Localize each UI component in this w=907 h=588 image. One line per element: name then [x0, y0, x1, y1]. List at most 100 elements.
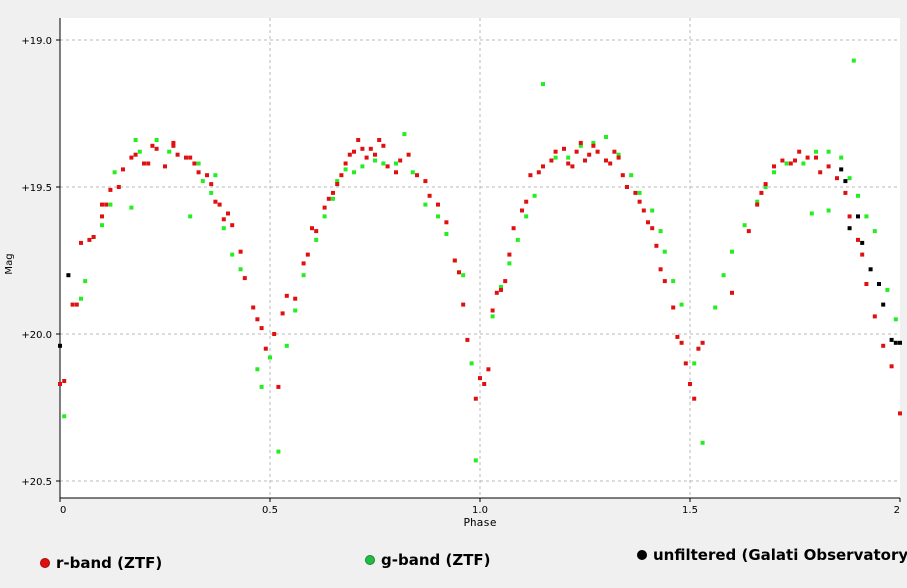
- data-point-r-band: [549, 158, 554, 163]
- data-point-r-band: [591, 143, 596, 148]
- x-axis-label: Phase: [463, 516, 496, 529]
- data-point-g-band: [763, 185, 768, 189]
- data-point-g-band: [851, 58, 856, 63]
- data-point-r-band: [263, 346, 268, 351]
- data-point-r-band: [856, 237, 860, 242]
- gridlines: [60, 18, 900, 498]
- data-point-r-band: [620, 173, 625, 178]
- data-point-unfiltered: [860, 240, 865, 245]
- data-point-g-band: [394, 161, 398, 166]
- data-point-g-band: [335, 179, 340, 184]
- data-point-r-band: [486, 367, 491, 372]
- legend-label-g-band: g-band (ZTF): [381, 551, 491, 569]
- data-point-g-band: [839, 155, 844, 160]
- data-point-r-band: [213, 199, 218, 204]
- data-point-r-band: [251, 305, 256, 310]
- data-point-r-band: [171, 143, 176, 148]
- data-point-g-band: [293, 308, 298, 313]
- data-point-r-band: [843, 190, 848, 195]
- data-point-g-band: [856, 193, 860, 198]
- data-point-r-band: [356, 138, 361, 142]
- data-point-r-band: [864, 282, 869, 286]
- data-point-r-band: [452, 258, 457, 263]
- data-point-unfiltered: [868, 267, 873, 272]
- data-point-r-band: [759, 190, 764, 195]
- data-point-g-band: [402, 132, 407, 137]
- data-point-g-band: [490, 314, 495, 319]
- data-point-r-band: [646, 220, 650, 225]
- data-point-r-band: [793, 158, 797, 163]
- legend-marker-g-band: [365, 555, 375, 565]
- data-point-r-band: [507, 252, 512, 257]
- data-point-g-band: [314, 237, 319, 242]
- data-point-r-band: [62, 379, 67, 383]
- data-point-r-band: [175, 152, 180, 157]
- data-point-g-band: [662, 249, 667, 254]
- data-point-r-band: [583, 158, 587, 163]
- data-point-g-band: [772, 170, 776, 175]
- data-point-r-band: [847, 214, 852, 219]
- data-point-r-band: [730, 290, 734, 295]
- data-point-r-band: [280, 311, 285, 316]
- data-point-g-band: [604, 135, 608, 139]
- data-point-r-band: [129, 155, 134, 160]
- data-point-g-band: [692, 361, 697, 366]
- data-points: [58, 58, 902, 463]
- data-point-r-band: [108, 187, 113, 192]
- data-point-unfiltered: [881, 302, 886, 307]
- data-point-r-band: [881, 343, 886, 348]
- data-point-r-band: [217, 202, 222, 207]
- legend-marker-r-band: [40, 558, 50, 568]
- data-point-g-band: [444, 232, 449, 236]
- data-point-g-band: [826, 208, 831, 213]
- data-point-g-band: [79, 296, 83, 301]
- data-point-g-band: [238, 267, 243, 272]
- data-point-g-band: [200, 179, 205, 184]
- data-point-g-band: [809, 211, 814, 216]
- data-point-g-band: [284, 343, 289, 348]
- data-point-r-band: [570, 164, 575, 169]
- data-point-g-band: [826, 149, 831, 154]
- data-point-r-band: [633, 190, 638, 195]
- data-point-unfiltered: [58, 343, 62, 348]
- data-point-r-band: [746, 229, 751, 234]
- x-tick-label: 1.5: [682, 505, 698, 516]
- data-point-r-band: [133, 152, 138, 157]
- data-point-r-band: [192, 161, 197, 166]
- data-point-g-band: [213, 173, 218, 178]
- data-point-r-band: [104, 202, 109, 207]
- data-point-r-band: [536, 170, 541, 175]
- data-point-g-band: [742, 223, 747, 228]
- data-point-g-band: [343, 167, 348, 172]
- data-point-r-band: [368, 146, 373, 151]
- data-point-r-band: [461, 302, 466, 307]
- data-point-r-band: [553, 149, 558, 154]
- data-point-g-band: [221, 226, 226, 231]
- data-point-r-band: [482, 382, 487, 386]
- data-point-unfiltered: [847, 226, 852, 231]
- data-point-r-band: [74, 302, 79, 307]
- data-point-g-band: [331, 196, 335, 201]
- data-point-r-band: [331, 190, 335, 195]
- data-point-g-band: [469, 361, 474, 366]
- data-point-r-band: [478, 376, 482, 381]
- data-point-unfiltered: [889, 337, 894, 342]
- data-point-r-band: [188, 155, 193, 160]
- data-point-g-band: [893, 317, 898, 322]
- data-point-g-band: [730, 249, 734, 254]
- data-point-r-band: [423, 179, 428, 184]
- data-point-g-band: [591, 140, 596, 145]
- data-point-r-band: [394, 170, 398, 175]
- data-point-r-band: [499, 287, 503, 292]
- data-point-r-band: [835, 176, 839, 181]
- data-point-r-band: [230, 223, 235, 228]
- legend-label-r-band: r-band (ZTF): [56, 554, 163, 572]
- data-point-g-band: [671, 279, 676, 284]
- data-point-r-band: [683, 361, 688, 366]
- data-point-g-band: [700, 440, 705, 445]
- data-point-r-band: [889, 364, 894, 369]
- data-point-g-band: [154, 138, 159, 142]
- data-point-unfiltered: [856, 214, 860, 219]
- data-point-g-band: [196, 161, 201, 166]
- data-point-r-band: [339, 173, 344, 178]
